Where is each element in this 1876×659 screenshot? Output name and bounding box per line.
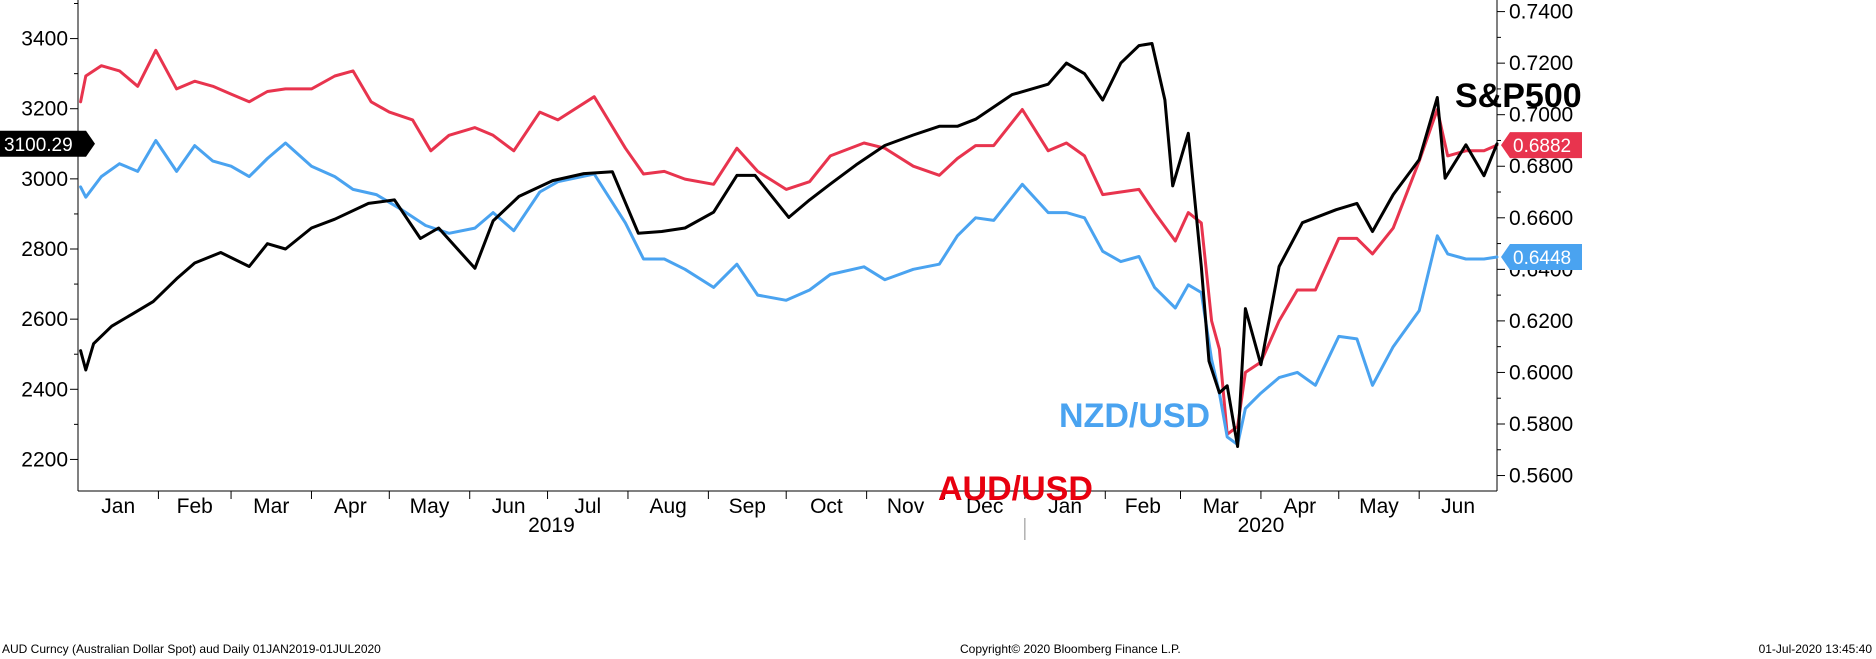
x-axis-month-label: May (1359, 495, 1399, 518)
badge-nzd-usd (1501, 243, 1582, 270)
series-line-nzd-usd (79, 139, 1499, 447)
series-line-s-p500 (79, 42, 1499, 448)
x-axis-month-label: Mar (1203, 495, 1239, 518)
chart-axes: 2200 2400 2600 2800 3000 3200 3400 0.5600 0.5800… (21, 0, 1573, 540)
annotation-aud-usd: AUD/USD (938, 470, 1093, 508)
badge-aud-usd-value: 0.6882 (1513, 136, 1571, 157)
x-axis-month-label: Oct (810, 495, 843, 518)
right-axis-tick-label: 0.7200 (1509, 52, 1573, 75)
x-axis-month-label: Apr (1284, 495, 1317, 518)
x-axis-month-label: Jun (1441, 495, 1475, 518)
x-axis-month-label: Jul (574, 495, 601, 518)
x-axis-month-label: Nov (887, 495, 925, 518)
series-lines (79, 42, 1499, 448)
right-axis-tick-label: 0.7400 (1509, 1, 1573, 24)
left-axis-tick-label: 3200 (21, 98, 68, 121)
badge-nzd-usd-value: 0.6448 (1513, 248, 1571, 269)
x-axis-month-label: Apr (334, 495, 367, 518)
x-axis-month-label: Jan (1048, 495, 1082, 518)
x-axis-month-label: Sep (729, 495, 766, 518)
left-axis-tick-label: 2200 (21, 448, 68, 471)
left-axis-tick-label: 2600 (21, 308, 68, 331)
x-axis-month-label: Jun (492, 495, 526, 518)
right-axis-tick-label: 0.6200 (1509, 310, 1573, 333)
right-axis-tick-label: 0.6600 (1509, 207, 1573, 230)
x-axis-month-label: May (410, 495, 450, 518)
x-axis-month-label: Feb (1125, 495, 1161, 518)
x-axis-month-label: Aug (649, 495, 686, 518)
x-axis-month-label: Feb (177, 495, 213, 518)
left-axis-tick-label: 2800 (21, 238, 68, 261)
annotation-s-p500: S&P500 (1455, 77, 1582, 115)
x-axis-year-label: 2019 (528, 514, 575, 537)
left-axis-tick-label: 3400 (21, 28, 68, 51)
left-axis-tick-label: 3000 (21, 168, 68, 191)
badge-spx-value: 3100.29 (4, 135, 73, 156)
right-axis-tick-label: 0.7000 (1509, 104, 1573, 127)
x-axis-year-label: 2020 (1238, 514, 1285, 537)
annotation-nzd-usd: NZD/USD (1059, 397, 1210, 435)
x-axis-month-label: Mar (253, 495, 289, 518)
footer-copyright: Copyright© 2020 Bloomberg Finance L.P. (960, 642, 1181, 656)
footer-timestamp: 01-Jul-2020 13:45:40 (1758, 642, 1872, 656)
series-line-aud-usd (79, 48, 1499, 436)
right-axis-tick-label: 0.5600 (1509, 465, 1573, 488)
right-axis-tick-label: 0.6800 (1509, 155, 1573, 178)
x-axis-month-label: Jan (101, 495, 135, 518)
badge-spx (0, 130, 95, 157)
footer-security-info: AUD Curncy (Australian Dollar Spot) aud … (2, 642, 381, 656)
left-axis-tick-label: 2400 (21, 378, 68, 401)
badge-aud-usd (1501, 132, 1582, 159)
series-annotations: S&P500 NZD/USD AUD/USD (938, 77, 1582, 508)
last-value-badges: 3100.29 0.6882 0.6448 (0, 130, 1582, 270)
right-axis-tick-label: 0.6000 (1509, 361, 1573, 384)
x-axis-month-label: Dec (966, 495, 1003, 518)
right-axis-tick-label: 0.5800 (1509, 413, 1573, 436)
